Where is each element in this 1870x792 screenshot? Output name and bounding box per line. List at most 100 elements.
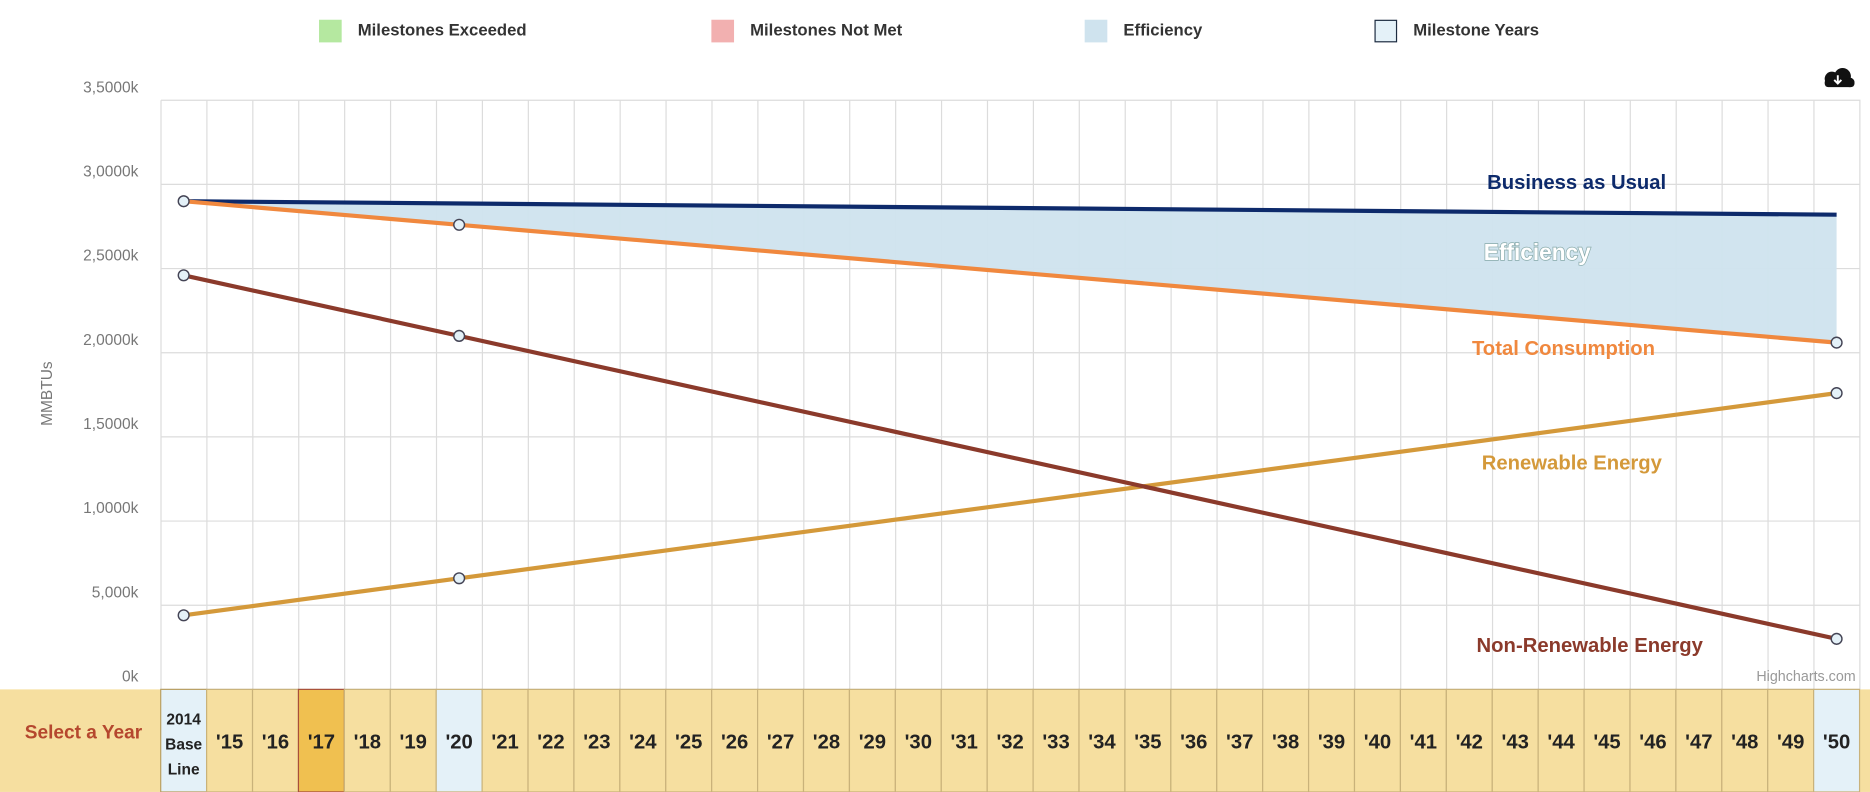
year-button[interactable]: '43 bbox=[1491, 688, 1539, 792]
year-button[interactable]: '41 bbox=[1399, 688, 1447, 792]
year-button[interactable]: '33 bbox=[1032, 688, 1080, 792]
year-label: '16 bbox=[262, 731, 289, 753]
year-cell[interactable] bbox=[894, 688, 942, 792]
year-button[interactable]: '39 bbox=[1307, 688, 1356, 792]
year-button[interactable]: '15 bbox=[206, 688, 254, 792]
year-label: '38 bbox=[1272, 731, 1299, 753]
year-button[interactable]: '38 bbox=[1262, 688, 1310, 792]
year-button[interactable]: '19 bbox=[389, 688, 437, 792]
year-button[interactable]: '22 bbox=[527, 688, 575, 792]
year-button[interactable]: '47 bbox=[1675, 688, 1723, 792]
year-button[interactable]: '34 bbox=[1078, 688, 1126, 792]
year-button[interactable]: '40 bbox=[1353, 688, 1402, 792]
year-label: '40 bbox=[1364, 731, 1391, 753]
year-cell[interactable] bbox=[1721, 688, 1769, 792]
year-cell[interactable] bbox=[251, 688, 300, 792]
year-label: '35 bbox=[1134, 731, 1161, 753]
download-icon[interactable] bbox=[1824, 68, 1855, 88]
year-cell[interactable] bbox=[1675, 688, 1723, 792]
year-button[interactable]: '18 bbox=[343, 688, 391, 792]
baseline-cell[interactable]: 2014 Base Line bbox=[160, 688, 208, 792]
year-cell[interactable] bbox=[1399, 688, 1447, 792]
legend-label: Efficiency bbox=[1123, 20, 1203, 39]
year-button[interactable]: '35 bbox=[1124, 688, 1172, 792]
year-label: '33 bbox=[1042, 731, 1069, 753]
year-button[interactable]: '50 bbox=[1813, 688, 1861, 792]
baseline-text: 2014 bbox=[166, 711, 201, 728]
year-button[interactable]: '49 bbox=[1767, 688, 1815, 792]
year-label: '21 bbox=[491, 731, 518, 753]
year-cell[interactable] bbox=[297, 688, 345, 792]
year-button[interactable]: '21 bbox=[481, 688, 529, 792]
milestone-marker bbox=[177, 269, 190, 282]
year-button[interactable]: '29 bbox=[848, 688, 896, 792]
year-cell[interactable] bbox=[940, 688, 988, 792]
year-button[interactable]: '30 bbox=[894, 688, 942, 792]
year-cell[interactable] bbox=[206, 688, 254, 792]
year-cell[interactable] bbox=[1537, 688, 1585, 792]
year-label: '48 bbox=[1731, 731, 1758, 753]
year-cell[interactable] bbox=[389, 688, 437, 792]
year-cell[interactable] bbox=[1307, 688, 1356, 792]
year-cell[interactable] bbox=[573, 688, 621, 792]
year-button[interactable]: '44 bbox=[1537, 688, 1585, 792]
year-button[interactable]: '32 bbox=[986, 688, 1034, 792]
year-label: '46 bbox=[1639, 731, 1666, 753]
year-button[interactable]: '31 bbox=[940, 688, 988, 792]
year-button[interactable]: '37 bbox=[1216, 688, 1264, 792]
year-label: '44 bbox=[1547, 731, 1575, 753]
y-tick-label: 1,0000k bbox=[83, 500, 138, 517]
year-button[interactable]: '28 bbox=[802, 688, 851, 792]
series-label: Renewable Energy bbox=[1482, 452, 1663, 474]
milestone-marker bbox=[177, 195, 190, 208]
year-button[interactable]: '46 bbox=[1629, 688, 1677, 792]
legend-swatch bbox=[711, 19, 735, 43]
year-label: '37 bbox=[1226, 731, 1253, 753]
year-cell[interactable] bbox=[1583, 688, 1631, 792]
year-label: '26 bbox=[721, 731, 748, 753]
year-button[interactable]: '23 bbox=[573, 688, 621, 792]
year-cell[interactable] bbox=[711, 688, 759, 792]
year-cell[interactable] bbox=[848, 688, 896, 792]
year-button[interactable]: '42 bbox=[1445, 688, 1493, 792]
y-tick-label: 2,5000k bbox=[83, 248, 138, 265]
year-label: '42 bbox=[1456, 731, 1483, 753]
year-button[interactable]: '36 bbox=[1170, 688, 1218, 792]
year-cell[interactable] bbox=[665, 688, 713, 792]
year-button[interactable]: '48 bbox=[1721, 688, 1769, 792]
legend-swatch bbox=[1084, 19, 1108, 43]
year-button[interactable]: '25 bbox=[665, 688, 713, 792]
year-label: '32 bbox=[996, 731, 1023, 753]
series-label: Non-Renewable Energy bbox=[1477, 635, 1704, 657]
year-label: '20 bbox=[445, 731, 472, 753]
y-tick-label: 1,5000k bbox=[83, 416, 138, 433]
year-button[interactable]: '17 bbox=[297, 688, 345, 792]
year-cell[interactable] bbox=[160, 688, 208, 792]
year-bar-label: Select a Year bbox=[25, 723, 143, 744]
year-cell[interactable] bbox=[1629, 688, 1677, 792]
year-cell[interactable] bbox=[1767, 688, 1815, 792]
year-button[interactable]: '24 bbox=[619, 688, 667, 792]
area-label: Efficiency bbox=[1484, 239, 1591, 265]
y-tick-label: 2,0000k bbox=[83, 332, 138, 349]
year-cell[interactable] bbox=[1813, 688, 1861, 792]
year-button[interactable]: '26 bbox=[711, 688, 759, 792]
year-label: '45 bbox=[1593, 731, 1620, 753]
year-cell[interactable] bbox=[481, 688, 529, 792]
year-button[interactable]: '16 bbox=[251, 688, 300, 792]
year-cell[interactable] bbox=[343, 688, 391, 792]
legend-label: Milestones Exceeded bbox=[358, 20, 527, 39]
year-button[interactable]: '45 bbox=[1583, 688, 1631, 792]
year-cell[interactable] bbox=[527, 688, 575, 792]
milestone-marker bbox=[453, 572, 466, 585]
year-button[interactable]: '20 bbox=[435, 688, 483, 792]
year-cell[interactable] bbox=[1262, 688, 1310, 792]
year-cell[interactable] bbox=[1124, 688, 1172, 792]
year-cell[interactable] bbox=[619, 688, 667, 792]
year-button[interactable]: '27 bbox=[757, 688, 805, 792]
year-label: '47 bbox=[1685, 731, 1712, 753]
legend-swatch bbox=[319, 19, 342, 43]
year-label: '18 bbox=[354, 731, 381, 753]
year-cell[interactable] bbox=[1491, 688, 1539, 792]
